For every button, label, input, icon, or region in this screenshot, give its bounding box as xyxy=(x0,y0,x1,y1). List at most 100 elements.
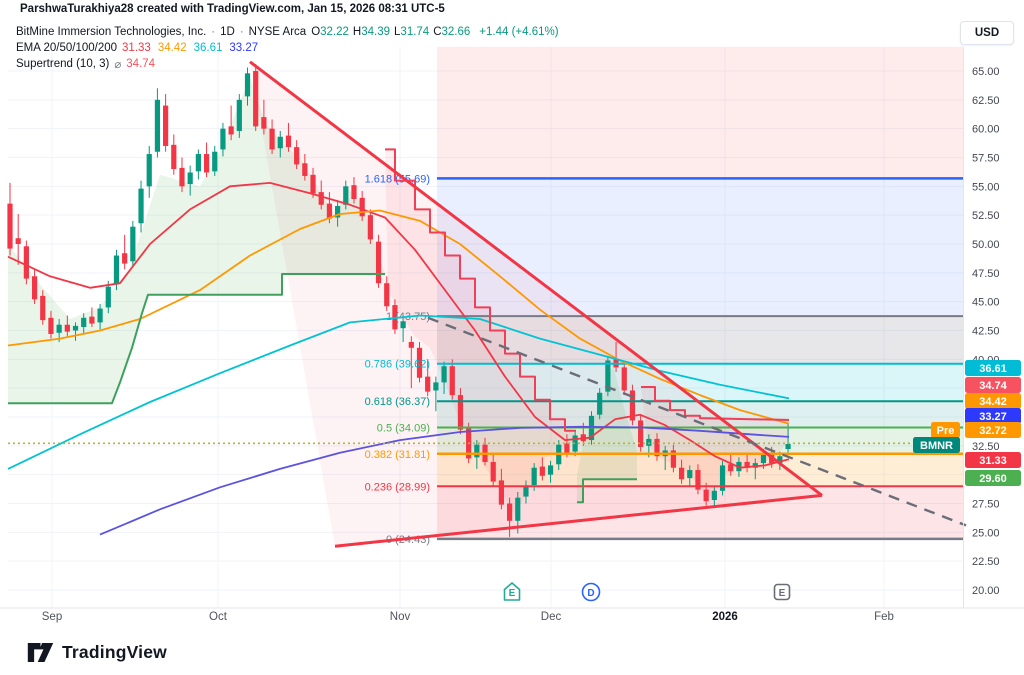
ema100-price-tag[interactable] xyxy=(965,360,1021,376)
candle-body xyxy=(105,286,111,308)
ema-value: 31.33 xyxy=(122,41,151,54)
candle-body xyxy=(441,366,447,383)
supertrend-price-tag[interactable] xyxy=(965,377,1021,393)
price-tick-label: 47.50 xyxy=(972,268,1000,280)
candle-body xyxy=(15,238,21,244)
interval-label[interactable]: 1D xyxy=(220,25,235,38)
ema-value: 34.42 xyxy=(157,41,187,54)
indicator-lines xyxy=(7,60,967,548)
ema-indicator-label[interactable]: EMA 20/50/100/200 xyxy=(16,41,118,54)
candle-body xyxy=(760,453,767,464)
candle-body xyxy=(638,420,644,447)
price-tick-label: 62.50 xyxy=(972,95,1000,107)
candle-body xyxy=(48,317,54,334)
candle-body xyxy=(326,203,333,219)
price-tick-label: 50.00 xyxy=(972,239,1000,251)
time-axis[interactable]: Sep Oct Nov Dec 2026 Feb xyxy=(42,611,894,623)
ema20-price-tag[interactable] xyxy=(965,452,1021,468)
supertrend-indicator-label[interactable]: Supertrend (10, 3) xyxy=(16,57,110,70)
brand-footer[interactable]: TradingView xyxy=(27,642,167,663)
ema-200 xyxy=(99,425,790,536)
supertrend-down-fill-1 xyxy=(385,149,576,515)
candle-body xyxy=(236,99,242,131)
svg-text:E: E xyxy=(509,588,516,599)
month-label: 2026 xyxy=(712,611,738,623)
ema50-price-tag[interactable] xyxy=(965,393,1021,409)
candle-body xyxy=(654,438,660,457)
candle-body xyxy=(506,503,513,521)
ema200-price-tag-text: 33.27 xyxy=(979,411,1007,423)
price-axis[interactable]: 65.00 62.50 60.00 57.50 55.00 52.50 50.00 47.50… xyxy=(972,66,1000,597)
month-label: Sep xyxy=(42,611,62,623)
candle-body xyxy=(7,203,13,249)
candle-body xyxy=(547,465,554,475)
candle-body xyxy=(269,128,275,150)
candle-body xyxy=(678,467,685,480)
candle-body xyxy=(138,188,144,224)
fib-label: 1.618 (55.69) xyxy=(365,173,430,185)
candle-body xyxy=(539,466,545,476)
earnings-upcoming-marker[interactable]: E xyxy=(773,583,791,601)
change-value: +1.44 (+4.61%) xyxy=(479,25,559,38)
candle-body xyxy=(31,276,38,300)
price-tick-label: 22.50 xyxy=(972,556,1000,568)
supertrend-up-price-tag[interactable] xyxy=(965,470,1021,486)
supertrend-indicator-row[interactable]: Supertrend (10, 3) ⌀ 34.74 xyxy=(16,56,559,71)
trendline-upper[interactable] xyxy=(249,60,823,497)
candle-body xyxy=(531,467,537,486)
symbol-row[interactable]: BitMine Immersion Technologies, Inc. · 1… xyxy=(16,24,559,39)
chart-legend: BitMine Immersion Technologies, Inc. · 1… xyxy=(16,24,559,72)
candle-body xyxy=(646,438,652,446)
candle-body xyxy=(154,99,161,152)
candle-body xyxy=(433,382,439,391)
month-label: Nov xyxy=(390,611,411,623)
earnings-marker[interactable]: E xyxy=(503,582,521,601)
candle-body xyxy=(416,347,423,378)
candle-body xyxy=(457,395,464,430)
premarket-tag[interactable] xyxy=(931,422,960,438)
ema-values: 31.33 34.42 36.61 33.27 xyxy=(122,42,265,54)
triangle-pattern-fill xyxy=(250,61,822,547)
ema200-price-tag[interactable] xyxy=(965,408,1021,424)
candle-body xyxy=(179,167,185,187)
candle-body xyxy=(343,186,349,205)
month-label: Dec xyxy=(541,611,562,623)
candle-body xyxy=(23,246,29,279)
fib-label: 0.382 (31.81) xyxy=(365,449,430,461)
supertrend-down-line-1 xyxy=(385,148,576,432)
candle-body xyxy=(490,461,496,482)
dashed-trendline[interactable] xyxy=(427,316,967,527)
candle-body xyxy=(498,480,504,505)
ema20-price-tag-text: 31.33 xyxy=(979,455,1007,467)
ema-20 xyxy=(7,181,790,469)
symbol-tag[interactable] xyxy=(913,437,960,453)
premarket-price-tag[interactable] xyxy=(965,422,1021,438)
tradingview-logo-icon xyxy=(27,642,54,663)
price-tick-label: 42.50 xyxy=(972,325,1000,337)
supertrend-up-line-2 xyxy=(577,478,637,504)
candle-body xyxy=(687,470,693,479)
symbol-title[interactable]: BitMine Immersion Technologies, Inc. xyxy=(16,25,207,38)
exchange-label: NYSE Arca xyxy=(248,25,307,38)
premarket-tag-text: Pre xyxy=(937,425,955,437)
price-tick-label: 27.50 xyxy=(972,498,1000,510)
candle-body xyxy=(670,450,676,468)
candle-body xyxy=(97,308,103,323)
candle-body xyxy=(629,390,636,421)
price-tick-label: 65.00 xyxy=(972,66,1000,78)
dividend-marker[interactable]: D xyxy=(581,582,601,602)
svg-text:E: E xyxy=(779,588,786,599)
supertrend-value: 34.74 xyxy=(126,57,156,70)
trendline-lower[interactable] xyxy=(334,493,823,548)
symbol-tag-text: BMNR xyxy=(920,440,953,452)
currency-button[interactable]: USD xyxy=(960,21,1014,45)
candle-body xyxy=(523,486,529,497)
price-tags[interactable]: 36.61 34.74 34.42 33.27 Pre 32.72 BMNR 31.33 29.… xyxy=(913,360,1021,486)
ema-indicator-row[interactable]: EMA 20/50/100/200 31.33 34.42 36.61 33.27 xyxy=(16,40,559,55)
premarket-price-tag-text: 32.72 xyxy=(979,425,1007,437)
supertrend-up-line-1 xyxy=(8,273,385,405)
candle-body xyxy=(228,126,234,135)
